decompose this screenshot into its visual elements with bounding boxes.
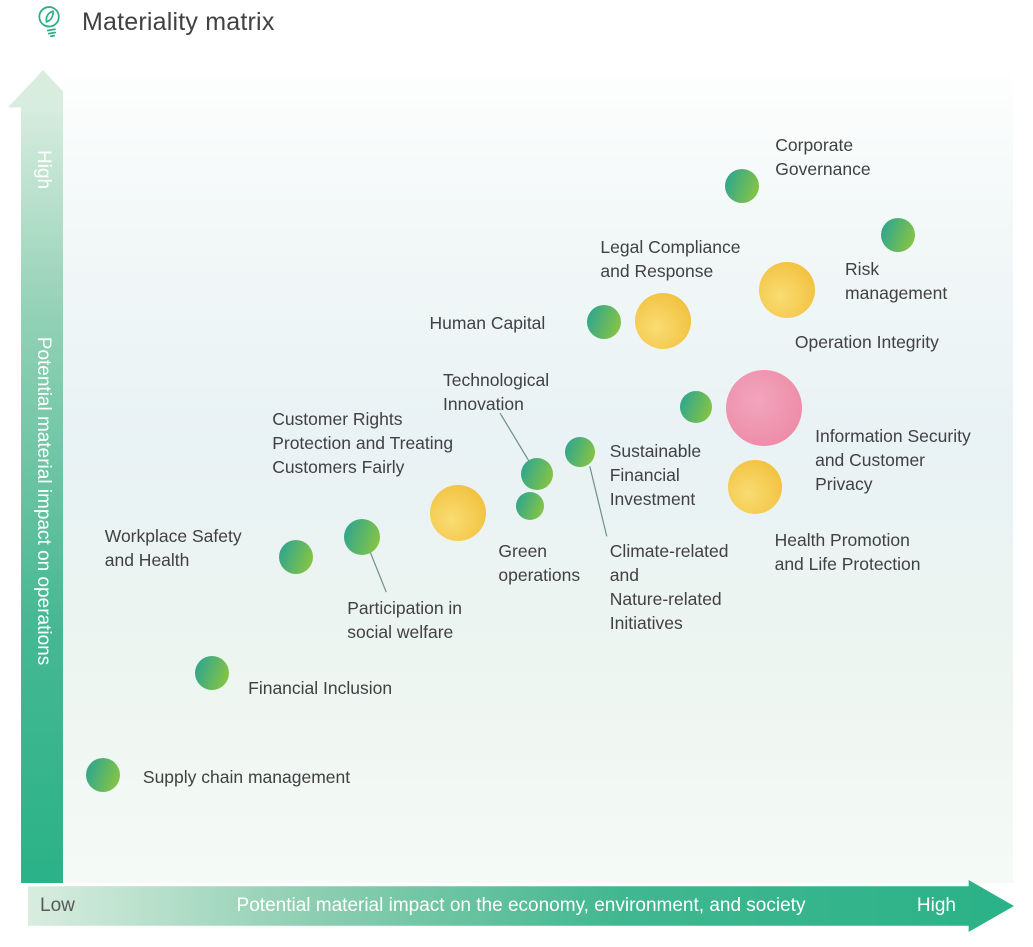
x-axis-low-label: Low (40, 895, 75, 916)
bubble-human-capital (586, 305, 621, 340)
lightbulb-leaf-icon (34, 4, 66, 40)
bubble-workplace-safety-and-health (278, 540, 313, 575)
bubble-technological-innovation (521, 458, 554, 491)
connector-technological-innovation (499, 412, 530, 462)
label-technological-innovation: Technological Innovation (443, 370, 550, 415)
connector-participation-in-social-welfare (369, 551, 387, 593)
bubble-sustainable-financial-investment (679, 391, 712, 424)
x-axis-high-label: High (916, 895, 956, 916)
bubble-financial-inclusion (195, 655, 230, 690)
bubble-legal-compliance-and-response (635, 292, 692, 349)
label-sustainable-financial-investment: Sustainable Financial Investment (609, 441, 702, 510)
label-risk-management: Risk management (845, 258, 948, 303)
label-customer-rights-protection-and-treating-customers-fairly: Customer Rights Protection and Treating Cu… (272, 408, 454, 477)
bubble-green-operations (516, 491, 545, 520)
y-axis-title: Potential material impact on operations (33, 336, 54, 666)
x-axis-arrow: Low Potential material impact on the eco… (28, 880, 1014, 932)
label-green-operations: Green operations (498, 540, 581, 585)
x-axis-title: Potential material impact on the economy… (236, 895, 806, 916)
label-supply-chain-management: Supply chain management (142, 766, 351, 787)
label-operation-integrity: Operation Integrity (794, 331, 939, 352)
bubble-health-promotion-and-life-protection (727, 460, 782, 515)
bubble-operation-integrity (758, 261, 815, 318)
y-axis-high-label: High (33, 150, 54, 190)
connector-climate-related-and-nature-related-initiatives (589, 466, 608, 537)
bubble-risk-management (881, 217, 916, 252)
bubble-supply-chain-management (85, 757, 120, 792)
label-participation-in-social-welfare: Participation in social welfare (347, 598, 463, 643)
label-climate-related-and-nature-related-initiatives: Climate-related and Nature-related Initiati… (609, 541, 729, 634)
bubble-information-security-and-customer-privacy (726, 369, 803, 446)
label-workplace-safety-and-health: Workplace Safety and Health (104, 526, 242, 571)
bubble-participation-in-social-welfare (344, 519, 381, 556)
label-financial-inclusion: Financial Inclusion (248, 677, 393, 698)
bubble-customer-rights-protection-and-treating-customers-fairly (430, 484, 487, 541)
x-axis-arrow-shape (28, 880, 1014, 932)
plot-area: Corporate Governance Risk management Operati… (63, 75, 1013, 883)
label-legal-compliance-and-response: Legal Compliance and Response (600, 236, 741, 281)
page-title: Materiality matrix (82, 7, 275, 36)
bubble-climate-related-and-nature-related-initiatives (564, 437, 595, 468)
label-health-promotion-and-life-protection: Health Promotion and Life Protection (774, 530, 921, 575)
bubble-corporate-governance (725, 168, 760, 203)
chart-header: Materiality matrix (34, 4, 275, 40)
label-human-capital: Human Capital (429, 313, 546, 334)
label-information-security-and-customer-privacy: Information Security and Customer Privacy (815, 425, 971, 494)
label-corporate-governance: Corporate Governance (775, 134, 871, 179)
